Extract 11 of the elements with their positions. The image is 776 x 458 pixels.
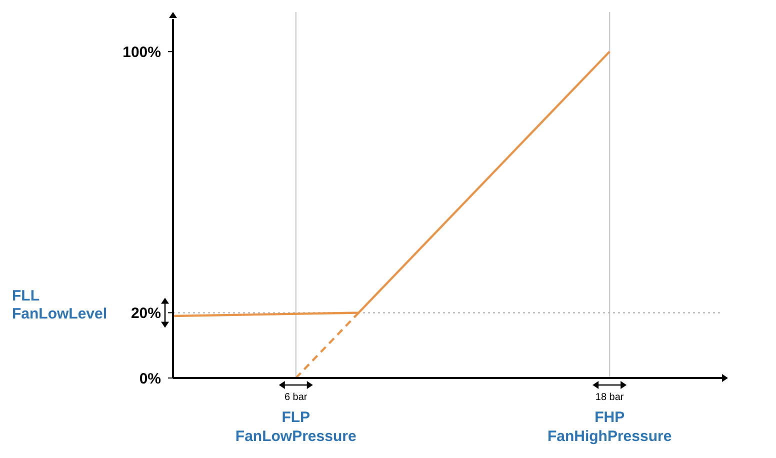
text: FLL bbox=[12, 288, 40, 305]
x-tick-label: 6 bar bbox=[284, 392, 308, 403]
text: FHP bbox=[594, 409, 625, 426]
y-tick-label: 100% bbox=[122, 44, 161, 61]
y-tick-label: 20% bbox=[130, 304, 161, 322]
y-tick-label: 0% bbox=[139, 370, 161, 388]
text: FLP bbox=[282, 409, 310, 426]
text: FanLowLevel bbox=[12, 306, 108, 323]
text: FanLowPressure bbox=[235, 428, 356, 445]
x-tick-label: 18 bar bbox=[595, 392, 624, 403]
text: FanHighPressure bbox=[547, 428, 672, 445]
